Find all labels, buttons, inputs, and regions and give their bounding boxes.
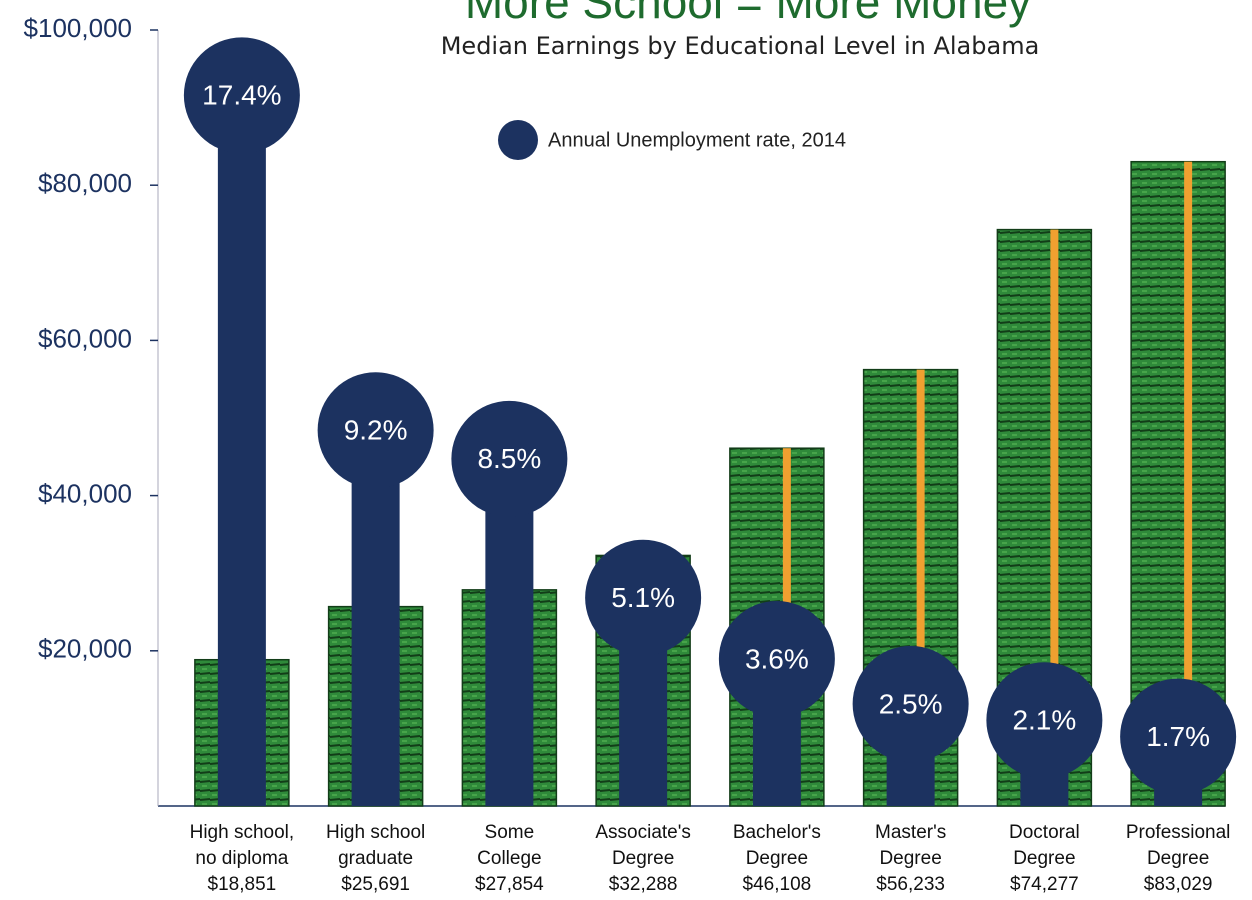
y-tick-label: $20,000	[38, 634, 132, 664]
dot-label: 9.2%	[344, 415, 408, 446]
x-tick-label: Bachelor's	[733, 822, 821, 843]
x-tick-label: Degree	[612, 848, 674, 869]
x-tick-label: Some	[485, 822, 535, 843]
x-tick-label: Degree	[1013, 848, 1075, 869]
chart-title: More School = More Money	[465, 0, 1031, 28]
dot-label: 3.6%	[745, 643, 809, 674]
x-tick-label: College	[477, 848, 541, 869]
chart-subtitle: Median Earnings by Educational Level in …	[441, 32, 1040, 60]
lollipop-stick	[218, 95, 266, 806]
x-tick-label: no diploma	[195, 848, 288, 869]
earnings-label: $25,691	[341, 874, 410, 895]
x-tick-label: Degree	[1147, 848, 1209, 869]
legend-swatch	[498, 120, 538, 160]
dot-label: 8.5%	[477, 443, 541, 474]
y-tick-label: $40,000	[38, 478, 132, 508]
earnings-label: $46,108	[743, 874, 812, 895]
earnings-label: $83,029	[1144, 874, 1213, 895]
x-tick-label: Professional	[1126, 822, 1231, 843]
x-tick-label: graduate	[338, 848, 413, 869]
y-tick-label: $60,000	[38, 323, 132, 353]
x-tick-label: High school	[326, 822, 425, 843]
dot-label: 1.7%	[1146, 721, 1210, 752]
x-tick-label: High school,	[190, 822, 295, 843]
earnings-label: $27,854	[475, 874, 544, 895]
x-tick-label: Degree	[746, 848, 808, 869]
chart: More School = More Money Median Earnings…	[0, 0, 1252, 900]
dot-label: 17.4%	[202, 80, 281, 111]
earnings-label: $74,277	[1010, 874, 1079, 895]
earnings-label: $32,288	[609, 874, 678, 895]
dot-label: 5.1%	[611, 582, 675, 613]
legend-label: Annual Unemployment rate, 2014	[548, 129, 846, 151]
dot-label: 2.1%	[1012, 705, 1076, 736]
earnings-label: $56,233	[876, 874, 945, 895]
y-tick-label: $100,000	[24, 13, 132, 43]
x-tick-label: Doctoral	[1009, 822, 1080, 843]
earnings-label: $18,851	[208, 874, 277, 895]
y-tick-label: $80,000	[38, 168, 132, 198]
x-tick-label: Degree	[879, 848, 941, 869]
x-tick-label: Master's	[875, 822, 946, 843]
x-tick-label: Associate's	[595, 822, 691, 843]
dot-label: 2.5%	[879, 688, 943, 719]
